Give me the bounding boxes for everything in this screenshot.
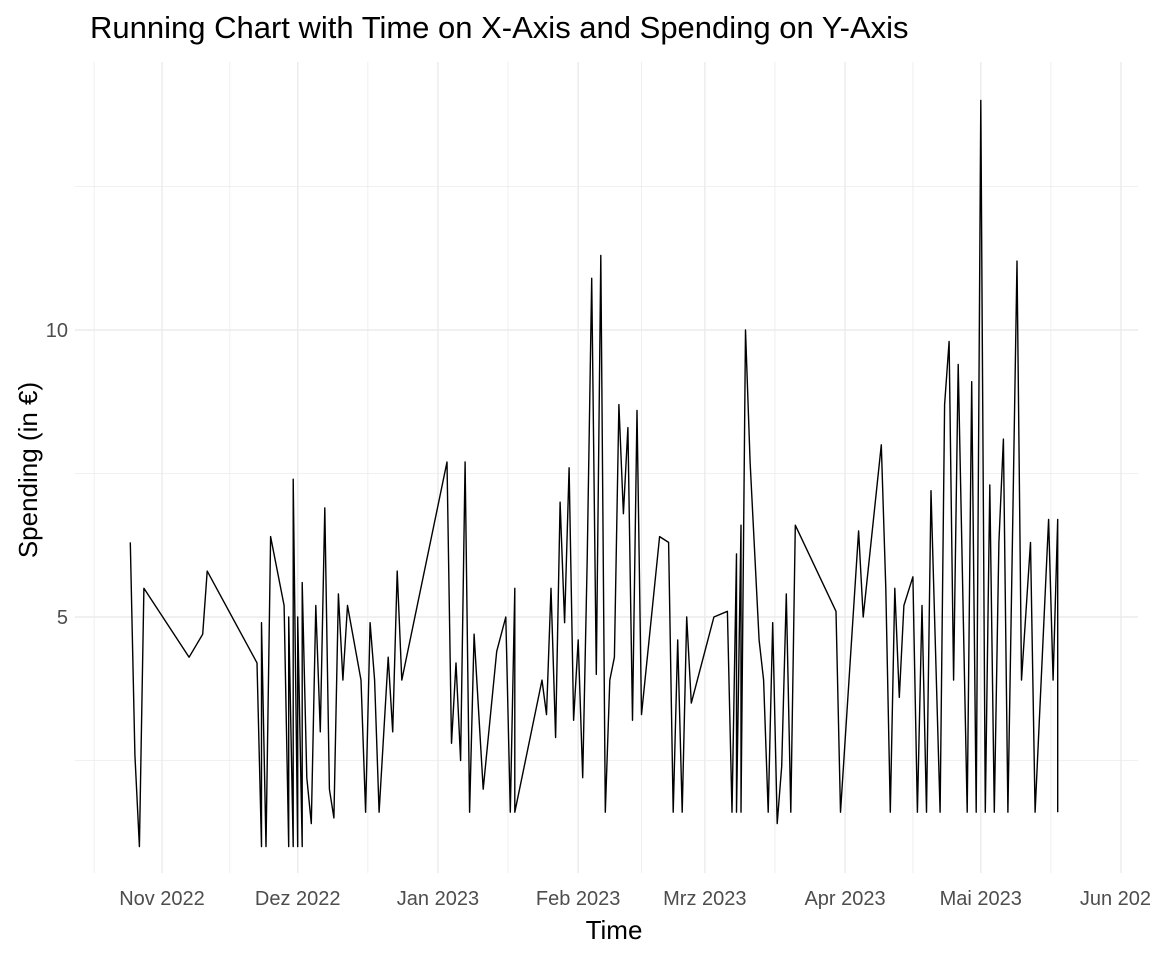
x-tick-labels: Nov 2022 Dez 2022 Jan 2023 Feb 2023 Mrz 2023… — [119, 888, 1152, 910]
x-tick-label: Mai 2023 — [940, 888, 1022, 910]
x-tick-label: Feb 2023 — [536, 888, 621, 910]
chart-title: Running Chart with Time on X-Axis and Sp… — [90, 10, 909, 45]
y-tick-label: 5 — [57, 607, 68, 629]
x-tick-label: Mrz 2023 — [663, 888, 746, 910]
series-group — [129, 99, 1059, 848]
grid-minor — [75, 62, 1138, 873]
x-tick-label: Jun 2023 — [1080, 888, 1152, 910]
y-tick-labels: 5 10 — [46, 320, 68, 629]
x-tick-label: Dez 2022 — [255, 888, 341, 910]
spending-line — [129, 99, 1059, 848]
x-axis-title: Time — [586, 915, 643, 945]
x-tick-label: Apr 2023 — [804, 888, 885, 910]
y-axis-title: Spending (in €) — [13, 382, 43, 558]
x-tick-label: Jan 2023 — [397, 888, 479, 910]
x-tick-label: Nov 2022 — [119, 888, 205, 910]
y-tick-label: 10 — [46, 320, 68, 342]
